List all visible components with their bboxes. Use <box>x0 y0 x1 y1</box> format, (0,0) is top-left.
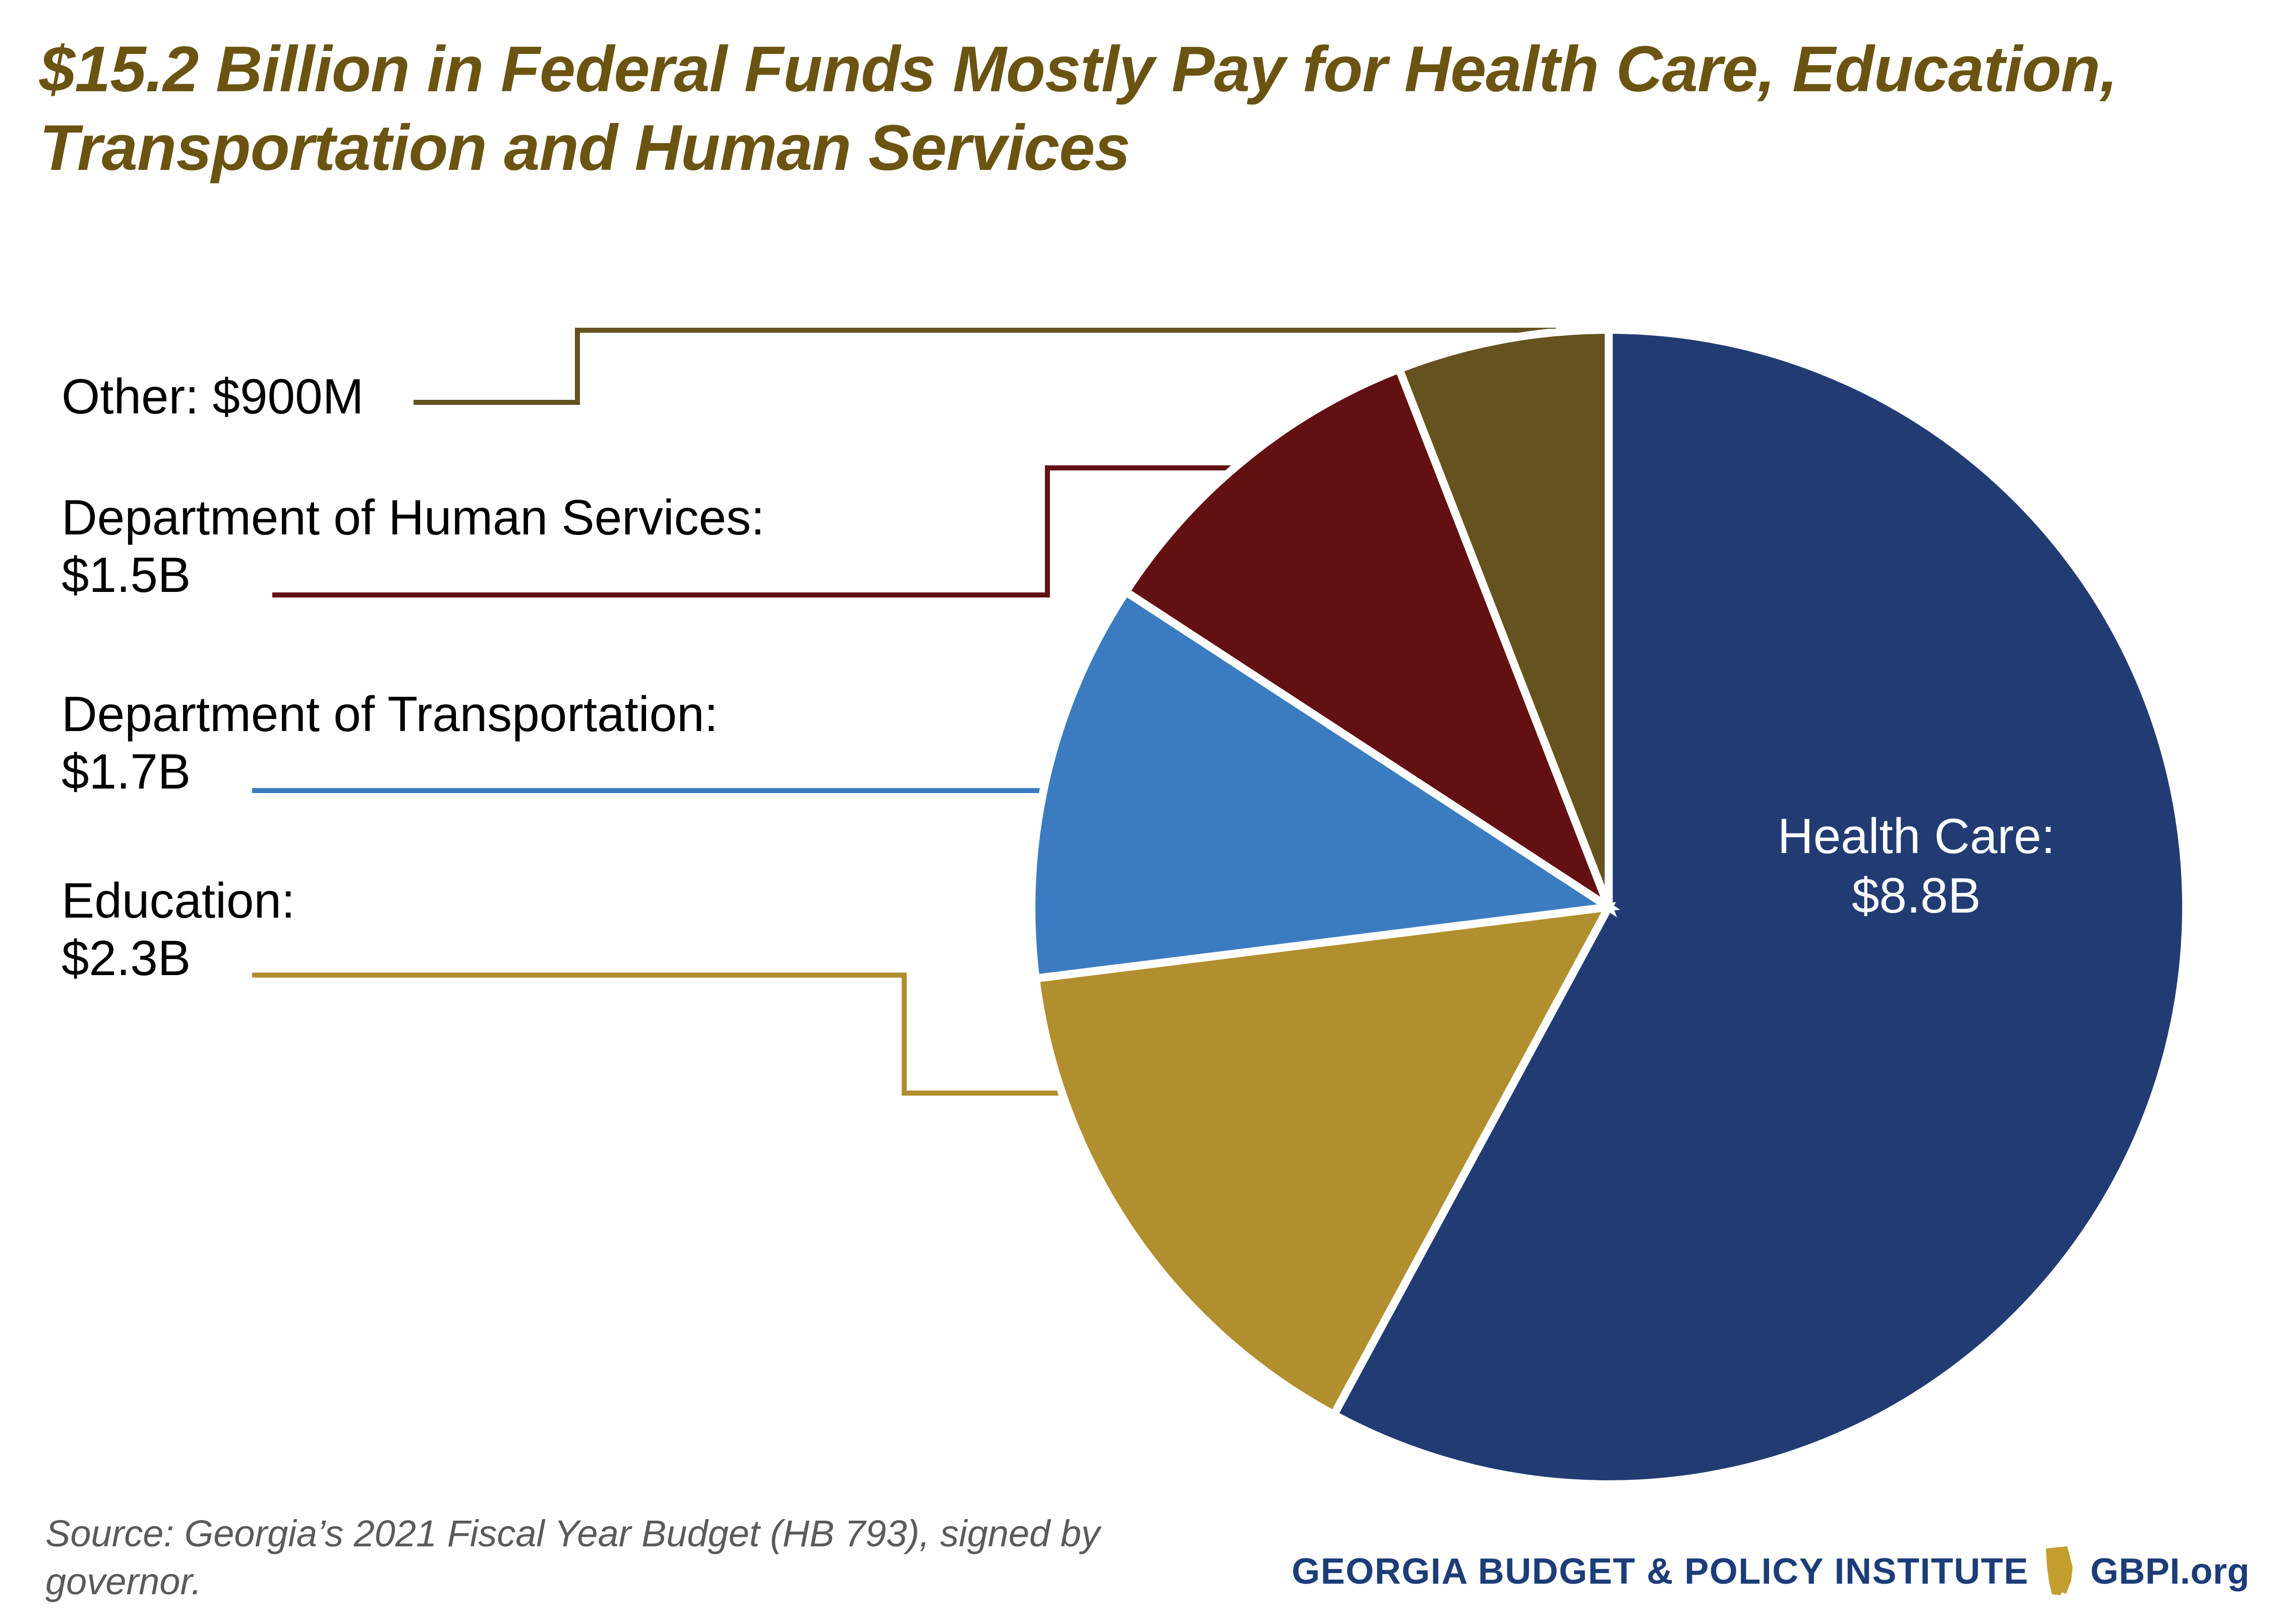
pie-slice-transportation[interactable] <box>1030 586 1620 983</box>
gbpi-logo[interactable]: GEORGIA BUDGET & POLICY INSTITUTE GBPI.o… <box>1292 1545 2250 1598</box>
pie-slice-label-health-care: Health Care: $8.8B <box>1777 808 2056 923</box>
pie-chart <box>1030 329 2187 1485</box>
pie-slice-other[interactable] <box>1394 329 1613 909</box>
pie-chart-svg <box>1030 329 2187 1485</box>
callout-label-transportation: Department of Transportation: $1.7B <box>62 686 718 799</box>
pie-slice-health-care[interactable] <box>1328 329 2187 1485</box>
callout-label-human-services: Department of Human Services: $1.5B <box>62 490 765 603</box>
source-note: Source: Georgia’s 2021 Fiscal Year Budge… <box>45 1513 1100 1602</box>
logo-organization-name: GEORGIA BUDGET & POLICY INSTITUTE <box>1292 1551 2029 1592</box>
pie-slice-human-services[interactable] <box>1120 364 1617 918</box>
callout-label-other: Other: $900M <box>62 369 364 424</box>
georgia-state-shape-icon <box>2045 1546 2073 1595</box>
logo-url: GBPI.org <box>2090 1551 2250 1592</box>
leader-line-education <box>252 973 1059 1096</box>
page-title: $15.2 Billion in Federal Funds Mostly Pa… <box>39 33 2118 185</box>
callout-label-education: Education: $2.3B <box>62 873 296 986</box>
pie-slice-education[interactable] <box>1031 902 1616 1420</box>
